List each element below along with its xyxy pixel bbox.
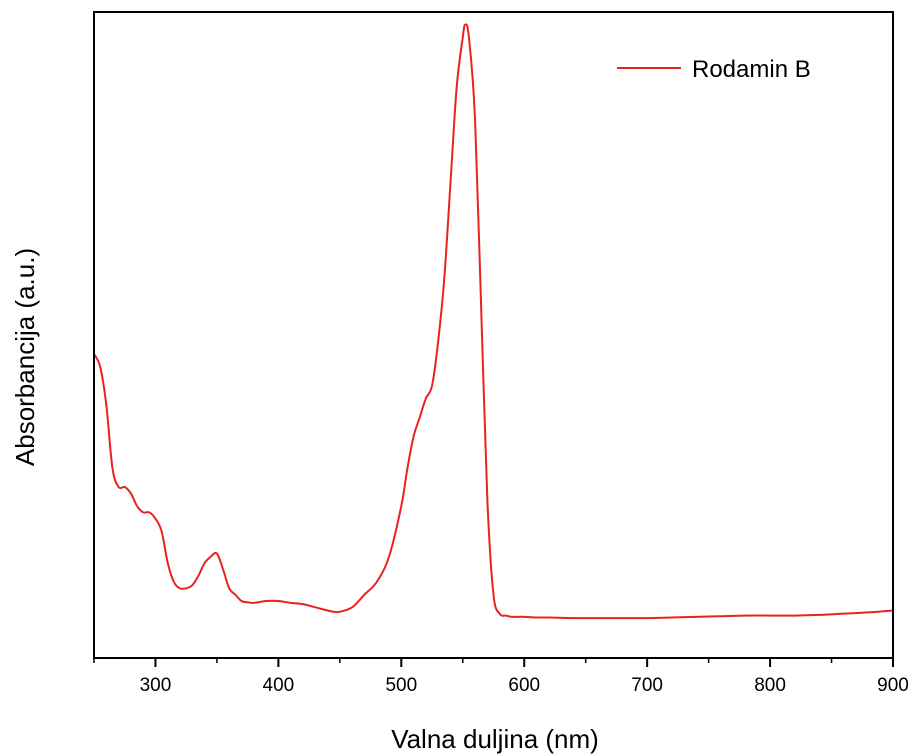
x-axis-label: Valna duljina (nm) [391,724,599,754]
legend: Rodamin B [617,56,811,83]
x-tick-label-300: 300 [140,675,172,696]
series-line-0 [94,23,893,620]
x-tick-label-700: 700 [631,675,663,696]
x-tick-label-900: 900 [877,675,909,696]
y-axis-label: Absorbancija (a.u.) [10,248,40,466]
x-tick-label-500: 500 [385,675,417,696]
legend-label-rodamin-b: Rodamin B [692,56,811,83]
x-tick-label-400: 400 [263,675,295,696]
x-tick-label-800: 800 [754,675,786,696]
plot-area [94,23,893,620]
x-tick-label-600: 600 [508,675,540,696]
plot-frame [93,11,894,659]
axes: 300 400 500 600 700 800 900 [93,11,909,696]
